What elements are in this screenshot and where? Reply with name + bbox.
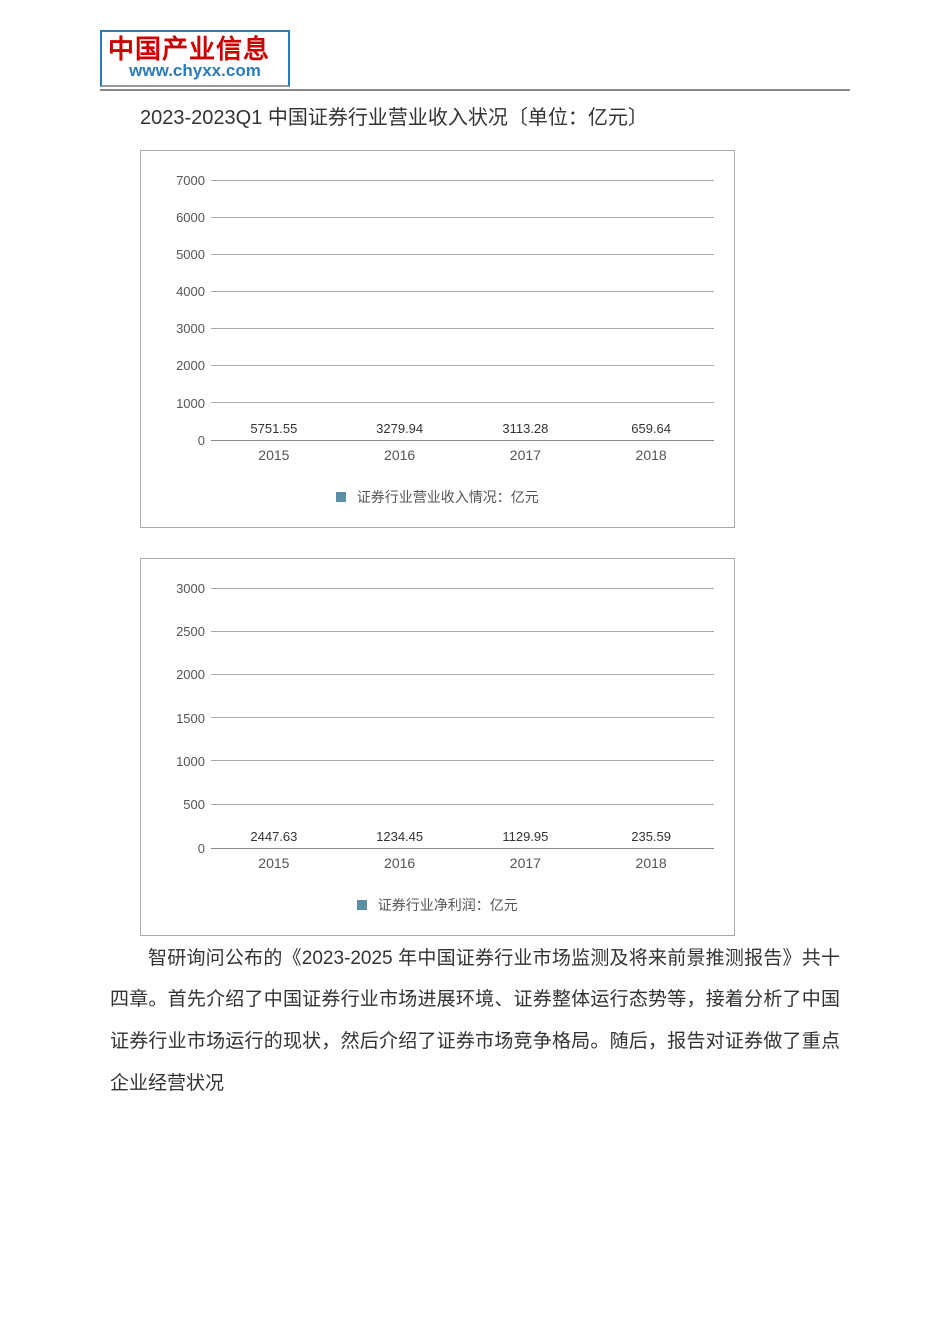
gridline: [211, 328, 714, 329]
header-divider: [100, 89, 850, 91]
gridline: [211, 804, 714, 805]
chart1-legend: 证券行业营业收入情况：亿元: [141, 463, 734, 527]
gridline: [211, 588, 714, 589]
bar-value-label: 1129.95: [502, 829, 548, 844]
chart2-legend: 证券行业净利润：亿元: [141, 871, 734, 935]
bar-value-label: 235.59: [631, 829, 671, 844]
chart1-grid: 5751.55 3279.94 3113.28 659.64: [211, 181, 714, 441]
chart-profit: 050010001500200025003000 2447.63 1234.45 1…: [140, 558, 735, 936]
bar-value-label: 3113.28: [502, 421, 548, 436]
logo: 中国产业信息 www.chyxx.com: [100, 30, 290, 87]
gridline: [211, 631, 714, 632]
bar-value-label: 1234.45: [376, 829, 423, 844]
chart-revenue: 01000200030004000500060007000 5751.55 327…: [140, 150, 735, 528]
gridline: [211, 760, 714, 761]
gridline: [211, 365, 714, 366]
bar-value-label: 2447.63: [250, 829, 297, 844]
logo-title: 中国产业信息: [108, 36, 282, 62]
chart2-bars: 2447.63 1234.45 1129.95 235.59: [211, 589, 714, 848]
gridline: [211, 254, 714, 255]
gridline: [211, 402, 714, 403]
gridline: [211, 717, 714, 718]
bar-value-label: 5751.55: [250, 421, 297, 436]
chart1-y-axis: 01000200030004000500060007000: [161, 181, 211, 441]
bar-value-label: 3279.94: [376, 421, 423, 436]
logo-url: www.chyxx.com: [108, 62, 282, 81]
chart1-legend-label: 证券行业营业收入情况：亿元: [357, 489, 539, 505]
x-tick: 2018: [596, 855, 707, 871]
gridline: [211, 217, 714, 218]
x-tick: 2017: [470, 855, 581, 871]
chart2-x-axis: 2015 2016 2017 2018: [211, 849, 714, 871]
x-tick: 2016: [344, 855, 455, 871]
x-tick: 2015: [219, 855, 330, 871]
body-paragraph: 智研询问公布的《2023-2025 年中国证券行业市场监测及将来前景推测报告》共…: [100, 938, 850, 1105]
gridline: [211, 674, 714, 675]
gridline: [211, 291, 714, 292]
x-tick: 2015: [219, 447, 330, 463]
bar-value-label: 659.64: [631, 421, 671, 436]
x-tick: 2018: [596, 447, 707, 463]
chart2-legend-label: 证券行业净利润：亿元: [378, 897, 518, 913]
chart2-y-axis: 050010001500200025003000: [161, 589, 211, 849]
chart2-grid: 2447.63 1234.45 1129.95 235.59: [211, 589, 714, 849]
gridline: [211, 180, 714, 181]
page-title: 2023-2023Q1 中国证券行业营业收入状况〔单位：亿元〕: [140, 101, 850, 130]
chart1-legend-swatch: [336, 492, 346, 502]
chart2-legend-swatch: [357, 900, 367, 910]
x-tick: 2016: [344, 447, 455, 463]
chart1-x-axis: 2015 2016 2017 2018: [211, 441, 714, 463]
x-tick: 2017: [470, 447, 581, 463]
